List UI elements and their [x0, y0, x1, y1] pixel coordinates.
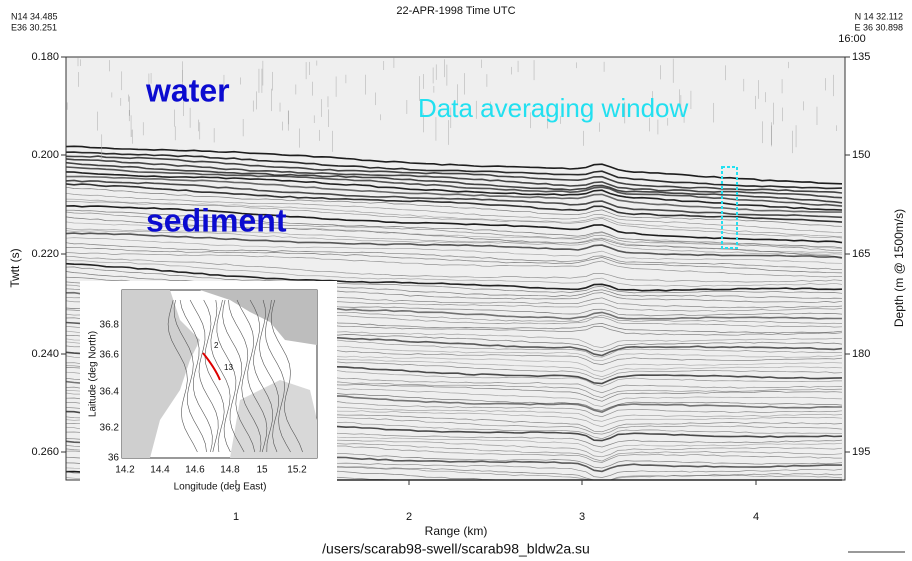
figure: 22-APR-1998 Time UTC N14 34.485 E36 30.2… — [0, 0, 912, 561]
end-time: 16:00 — [838, 33, 866, 45]
track-end: 13 — [224, 363, 233, 372]
inset-x-label: Longitude (deg East) — [174, 482, 267, 493]
track-start: 2 — [214, 341, 219, 350]
bottom-tick-label: 2 — [406, 511, 412, 523]
start-lon: E36 30.251 — [11, 22, 57, 32]
inset-x-tick: 15 — [256, 465, 268, 476]
bottom-axis-label: Range (km) — [425, 524, 488, 538]
left-tick-label: 0.260 — [31, 446, 59, 458]
right-tick-label: 165 — [852, 248, 870, 260]
bottom-tick-label: 4 — [753, 511, 759, 523]
inset-y-tick: 36 — [108, 453, 120, 464]
end-lon: E 36 30.898 — [854, 22, 903, 32]
left-tick-label: 0.240 — [31, 348, 59, 360]
bottom-tick-label: 1 — [233, 511, 239, 523]
inset-x-tick: 15.2 — [287, 465, 307, 476]
right-axis-label: Depth (m @ 1500m/s) — [892, 209, 906, 327]
inset-y-tick: 36.6 — [100, 350, 120, 361]
left-tick-label: 0.180 — [31, 51, 59, 63]
inset-x-tick: 14.2 — [115, 465, 135, 476]
inset-y-tick: 36.2 — [100, 423, 120, 434]
water-label: water — [145, 72, 230, 108]
inset-y-label: Laitude (deg North) — [88, 331, 99, 417]
title: 22-APR-1998 Time UTC — [396, 5, 515, 17]
inset-y-tick: 36.8 — [100, 320, 120, 331]
right-tick-label: 135 — [852, 51, 870, 63]
bottom-tick-label: 3 — [579, 511, 585, 523]
inset-x-tick: 14.6 — [185, 465, 205, 476]
inset-x-tick: 14.4 — [150, 465, 170, 476]
inset-x-tick: 14.8 — [220, 465, 240, 476]
end-lat: N 14 32.112 — [855, 11, 903, 21]
start-lat: N14 34.485 — [11, 11, 58, 21]
left-tick-label: 0.220 — [31, 248, 59, 260]
file-name: /users/scarab98-swell/scarab98_bldw2a.su — [322, 541, 590, 557]
left-tick-label: 0.200 — [31, 149, 59, 161]
right-tick-label: 180 — [852, 348, 870, 360]
location-map: 2 13 Laitude (deg North) Longitude (deg … — [80, 281, 337, 497]
window-label: Data averaging window — [418, 93, 688, 123]
sediment-label: sediment — [146, 202, 287, 238]
left-axis-label: Twtt (s) — [8, 248, 22, 287]
right-tick-label: 195 — [852, 446, 870, 458]
right-tick-label: 150 — [852, 149, 870, 161]
inset-y-tick: 36.4 — [100, 387, 120, 398]
